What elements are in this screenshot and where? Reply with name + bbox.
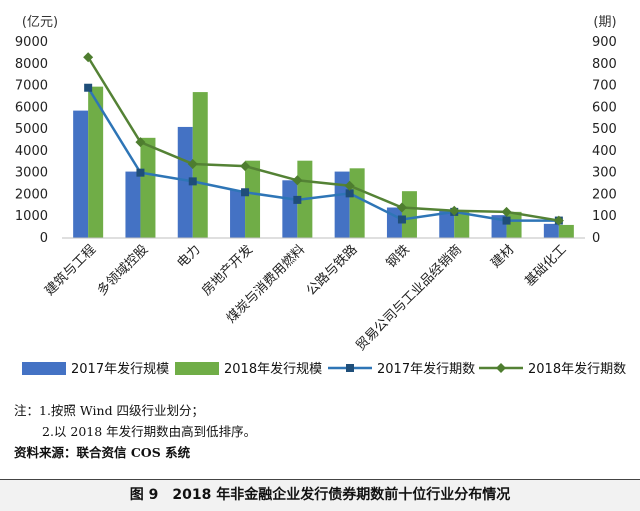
bar-0-9 xyxy=(543,223,559,238)
point-2-4 xyxy=(293,195,302,204)
category-label-2: 电力 xyxy=(175,242,204,271)
point-3-6 xyxy=(396,202,407,213)
y-right-ticks: 0 100 200 300 400 500 600 700 800 900 xyxy=(592,35,617,246)
point-2-2 xyxy=(188,177,197,186)
point-3-4 xyxy=(292,175,303,186)
point-3-2 xyxy=(187,158,198,169)
y-right-tick-5: 500 xyxy=(592,122,617,137)
point-3-8 xyxy=(501,206,512,217)
category-label-8: 建材 xyxy=(488,242,517,271)
point-3-7 xyxy=(449,205,460,216)
point-2-6 xyxy=(397,215,406,224)
bar-1-3 xyxy=(245,160,261,238)
bar-0-4 xyxy=(282,180,298,238)
y-right-tick-3: 300 xyxy=(592,166,617,181)
y-right-tick-0: 0 xyxy=(592,231,600,246)
category-label-0: 建筑与工程 xyxy=(42,242,99,299)
bar-0-2 xyxy=(177,126,193,238)
figure-caption: 图 9 2018 年非金融企业发行债券期数前十位行业分布情况 xyxy=(0,479,640,511)
bar-0-1 xyxy=(125,171,141,238)
y-left-tick-0: 0 xyxy=(40,231,48,246)
category-label-5: 公路与铁路 xyxy=(303,242,360,299)
y-right-tick-6: 600 xyxy=(592,100,617,115)
bar-0-7 xyxy=(439,210,455,238)
lines xyxy=(83,52,564,226)
category-label-7: 贸易公司与工业品经销商 xyxy=(353,242,465,354)
y-right-tick-9: 900 xyxy=(592,35,617,50)
bar-1-5 xyxy=(349,168,365,238)
bar-0-5 xyxy=(334,171,350,238)
y-left-tick-2: 2000 xyxy=(15,187,48,202)
legend-marker-3 xyxy=(496,363,506,373)
y-right-unit: (期) xyxy=(593,15,616,30)
point-2-5 xyxy=(345,189,354,198)
category-label-9: 基础化工 xyxy=(522,242,569,289)
y-right-tick-2: 200 xyxy=(592,187,617,202)
point-2-1 xyxy=(136,168,145,177)
line-2 xyxy=(87,87,559,222)
bar-1-7 xyxy=(454,210,470,238)
y-left-tick-3: 3000 xyxy=(15,166,48,181)
y-left-tick-9: 9000 xyxy=(15,35,48,50)
y-right-tick-7: 700 xyxy=(592,79,617,94)
category-label-3: 房地产开发 xyxy=(199,242,256,299)
bar-1-9 xyxy=(558,224,574,238)
category-label-6: 钢铁 xyxy=(384,242,413,271)
y-left-tick-4: 4000 xyxy=(15,144,48,159)
category-label-1: 多领域控股 xyxy=(94,242,151,299)
y-left-ticks: 0 1000 2000 3000 4000 5000 6000 7000 8000 9000 xyxy=(15,35,48,246)
legend-label-3: 2018年发行期数 xyxy=(528,361,626,377)
bar-1-1 xyxy=(140,137,156,238)
bar-0-3 xyxy=(230,190,246,238)
note-line-2: 2.以 2018 年发行期数由高到低排序。 xyxy=(42,424,257,439)
legend: 2017年发行规模 2018年发行规模 2017年发行期数 2018年发行期数 xyxy=(22,361,626,377)
note-line-1: 注：1.按照 Wind 四级行业划分； xyxy=(14,403,205,418)
point-3-3 xyxy=(240,161,251,172)
notes: 注：1.按照 Wind 四级行业划分； 2.以 2018 年发行期数由高到低排序… xyxy=(14,400,624,463)
point-2-3 xyxy=(241,188,250,197)
bar-1-0 xyxy=(88,86,104,239)
point-3-9 xyxy=(553,215,564,226)
y-left-tick-7: 7000 xyxy=(15,79,48,94)
bar-0-0 xyxy=(73,110,89,238)
y-left-tick-1: 1000 xyxy=(15,209,48,224)
point-3-0 xyxy=(83,52,94,63)
point-3-5 xyxy=(344,180,355,191)
y-left-tick-5: 5000 xyxy=(15,122,48,137)
y-left-tick-6: 6000 xyxy=(15,100,48,115)
legend-marker-2 xyxy=(346,364,354,372)
legend-swatch-0 xyxy=(22,362,66,375)
bar-1-8 xyxy=(506,211,522,238)
legend-label-1: 2018年发行规模 xyxy=(224,361,322,377)
y-right-tick-8: 800 xyxy=(592,57,617,72)
legend-label-2: 2017年发行期数 xyxy=(377,361,475,377)
y-right-tick-1: 100 xyxy=(592,209,617,224)
legend-swatch-1 xyxy=(175,362,219,375)
chart: (亿元) (期) 0100020003000400050006000700080… xyxy=(15,15,626,377)
point-2-8 xyxy=(502,216,511,225)
line-3 xyxy=(87,56,560,222)
legend-label-0: 2017年发行规模 xyxy=(71,361,169,377)
y-left-unit: (亿元) xyxy=(22,15,58,30)
y-right-tick-4: 400 xyxy=(592,144,617,159)
source-line: 资料来源：联合资信 COS 系统 xyxy=(14,445,191,460)
point-3-1 xyxy=(135,137,146,148)
bars xyxy=(73,86,574,239)
y-left-tick-8: 8000 xyxy=(15,57,48,72)
bar-1-6 xyxy=(401,191,417,238)
point-2-0 xyxy=(84,83,93,92)
